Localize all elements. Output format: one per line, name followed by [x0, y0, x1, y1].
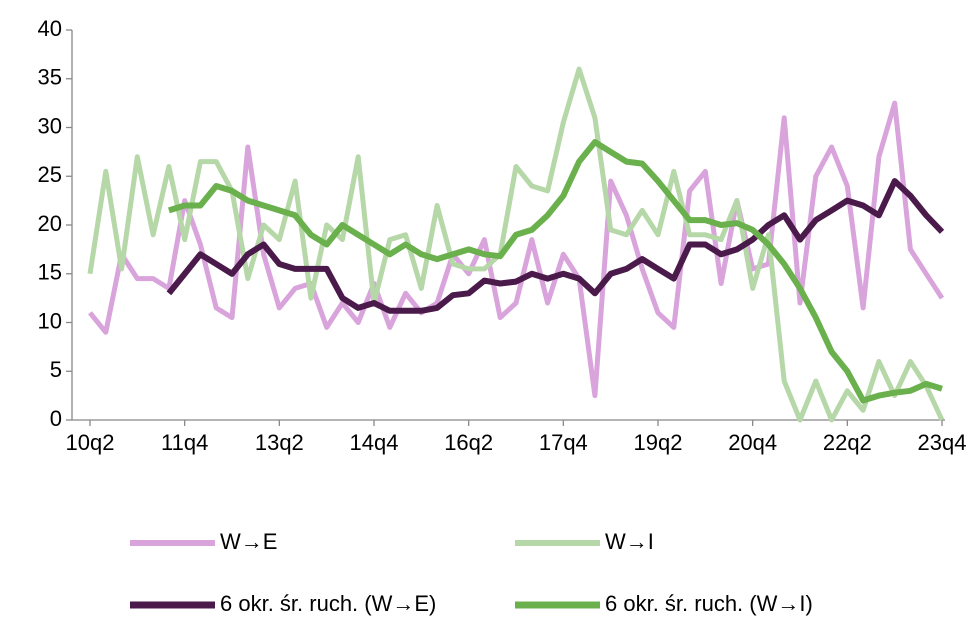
y-tick-label: 20: [38, 211, 62, 236]
series-line: [168, 139, 943, 404]
y-tick-label: 35: [38, 65, 62, 90]
legend-label: 6 okr. śr. ruch. (W→I): [605, 591, 813, 616]
y-tick-label: 10: [38, 308, 62, 333]
x-tick-label: 23q4: [918, 430, 967, 455]
legend-label: 6 okr. śr. ruch. (W→E): [220, 591, 436, 616]
x-tick-label: 13q2: [255, 430, 304, 455]
series-line: [88, 100, 945, 399]
y-tick-label: 30: [38, 113, 62, 138]
x-tick-label: 17q4: [539, 430, 588, 455]
x-tick-label: 16q2: [444, 430, 493, 455]
y-tick-label: 25: [38, 162, 62, 187]
y-tick-label: 15: [38, 260, 62, 285]
x-tick-label: 10q2: [66, 430, 115, 455]
legend-label: W→E: [220, 529, 277, 554]
series-line: [87, 66, 945, 423]
series-line: [166, 178, 945, 314]
y-tick-label: 0: [50, 406, 62, 431]
x-tick-label: 22q2: [823, 430, 872, 455]
x-tick-label: 20q4: [728, 430, 777, 455]
x-tick-label: 14q4: [350, 430, 399, 455]
y-tick-label: 5: [50, 357, 62, 382]
y-tick-label: 40: [38, 16, 62, 41]
x-tick-label: 19q2: [634, 430, 683, 455]
legend-label: W→I: [605, 529, 654, 554]
x-tick-label: 11q4: [161, 430, 208, 455]
